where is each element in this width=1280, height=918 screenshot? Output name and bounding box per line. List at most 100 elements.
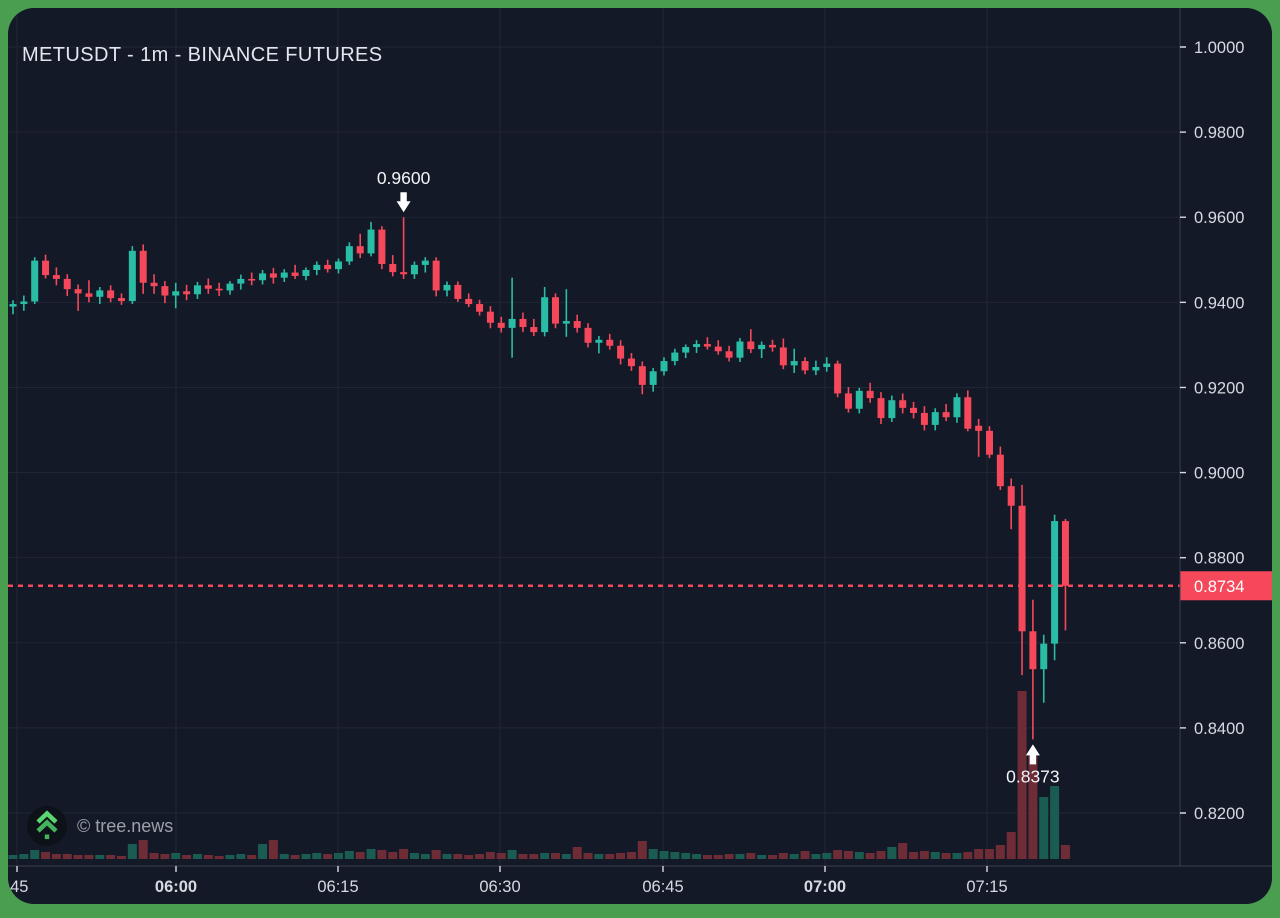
volume-bar (496, 853, 506, 859)
time-tick-label: 07:00 (804, 878, 846, 896)
price-tick-label: 0.8800 (1194, 550, 1244, 568)
chart-title: METUSDT - 1m - BINANCE FUTURES (22, 44, 383, 66)
chart-panel: 0.8734 1.0000 0.9800 0.9600 0.9400 0.9200 0.90… (8, 8, 1272, 904)
candle-body (703, 344, 711, 347)
candle-body (421, 260, 429, 265)
price-tick-label: 0.9000 (1194, 465, 1244, 483)
volume-bar (648, 849, 658, 859)
volume-bar (334, 853, 343, 859)
candle-body (237, 278, 245, 284)
candle-body (378, 229, 386, 265)
time-tick-label: :45 (8, 878, 28, 896)
candle-body (1051, 521, 1059, 644)
volume-bar (171, 853, 181, 859)
candle-body (204, 285, 212, 289)
volume-bar (344, 851, 354, 859)
candle-body (63, 278, 71, 290)
volume-bar (41, 852, 51, 859)
candle-body (183, 291, 191, 295)
candle-body (128, 250, 136, 302)
candle-body (844, 393, 852, 409)
candle-body (400, 272, 408, 275)
candle-body (410, 264, 418, 275)
volume-bar (475, 854, 485, 859)
volume-bar (702, 855, 712, 859)
candle-body (226, 283, 234, 291)
candle-body (313, 264, 321, 270)
volume-bar (637, 841, 647, 859)
annotation-high-label: 0.9600 (377, 168, 431, 188)
candle-body (855, 390, 863, 409)
candle-body (486, 311, 494, 323)
watermark-text: © tree.news (77, 815, 174, 836)
volume-bar (529, 854, 539, 859)
volume-bar (1050, 786, 1060, 859)
candle-body (42, 260, 50, 276)
candle-body (866, 390, 874, 399)
volume-bar (811, 854, 821, 859)
candle-body (9, 304, 17, 307)
volume-bar (822, 853, 832, 859)
price-tick-label: 0.9400 (1194, 294, 1244, 312)
volume-bar (833, 850, 843, 859)
volume-bar (160, 854, 170, 859)
candle-body (562, 321, 570, 324)
volume-bar (876, 851, 886, 859)
volume-bar (518, 854, 528, 859)
volume-bar (898, 843, 908, 859)
time-tick-label: 06:15 (317, 878, 358, 896)
volume-bar (192, 854, 202, 859)
volume-bar (800, 851, 810, 859)
volume-bar (73, 855, 83, 859)
last-price-badge-label: 0.8734 (1194, 578, 1244, 596)
candle-body (118, 298, 125, 302)
candle-body (345, 246, 353, 262)
candle-body (790, 361, 798, 366)
candle-body (736, 341, 744, 358)
candle-body (20, 301, 28, 305)
candle-body (85, 293, 93, 297)
volume-bar (1039, 797, 1049, 859)
candle-body (259, 273, 267, 281)
volume-bar (1017, 691, 1027, 859)
candle-body (497, 322, 505, 328)
candle-body (671, 352, 679, 362)
volume-bar (724, 854, 734, 859)
price-tick-label: 0.8400 (1194, 720, 1244, 738)
candle-body (910, 407, 918, 413)
volume-bar (388, 852, 398, 859)
volume-bar (692, 854, 702, 859)
volume-bar (377, 850, 387, 859)
time-scale[interactable] (8, 867, 1272, 904)
candle-body (975, 425, 983, 431)
candle-body (269, 273, 277, 278)
candle-body (747, 341, 755, 350)
volume-bar (583, 853, 593, 859)
candle-body (834, 363, 842, 394)
candle-body (335, 261, 342, 270)
time-tick-label: 06:00 (155, 878, 197, 896)
volume-bar (355, 852, 365, 859)
volume-bar (941, 853, 951, 859)
arrow-down-icon (396, 192, 411, 213)
time-tick-label: 06:45 (642, 878, 683, 896)
volume-bar (974, 849, 984, 859)
volume-bar (757, 855, 767, 859)
candle-body (714, 346, 722, 352)
candle-body (660, 361, 668, 372)
volume-bar (366, 849, 376, 859)
chart-canvas[interactable]: 0.8734 1.0000 0.9800 0.9600 0.9400 0.9200 0.90… (8, 8, 1272, 904)
candle-body (779, 347, 787, 366)
candle-body (519, 318, 527, 328)
candle-body (530, 327, 538, 333)
candle-body (96, 290, 104, 297)
candle-body (215, 288, 223, 291)
volume-bar (1060, 845, 1070, 859)
candle-body (1061, 521, 1069, 586)
candle-body (758, 344, 766, 350)
candle-body (769, 344, 776, 348)
candle-body (595, 339, 603, 343)
candle-body (812, 367, 820, 371)
candle-body (877, 398, 885, 419)
candle-body (31, 260, 39, 302)
